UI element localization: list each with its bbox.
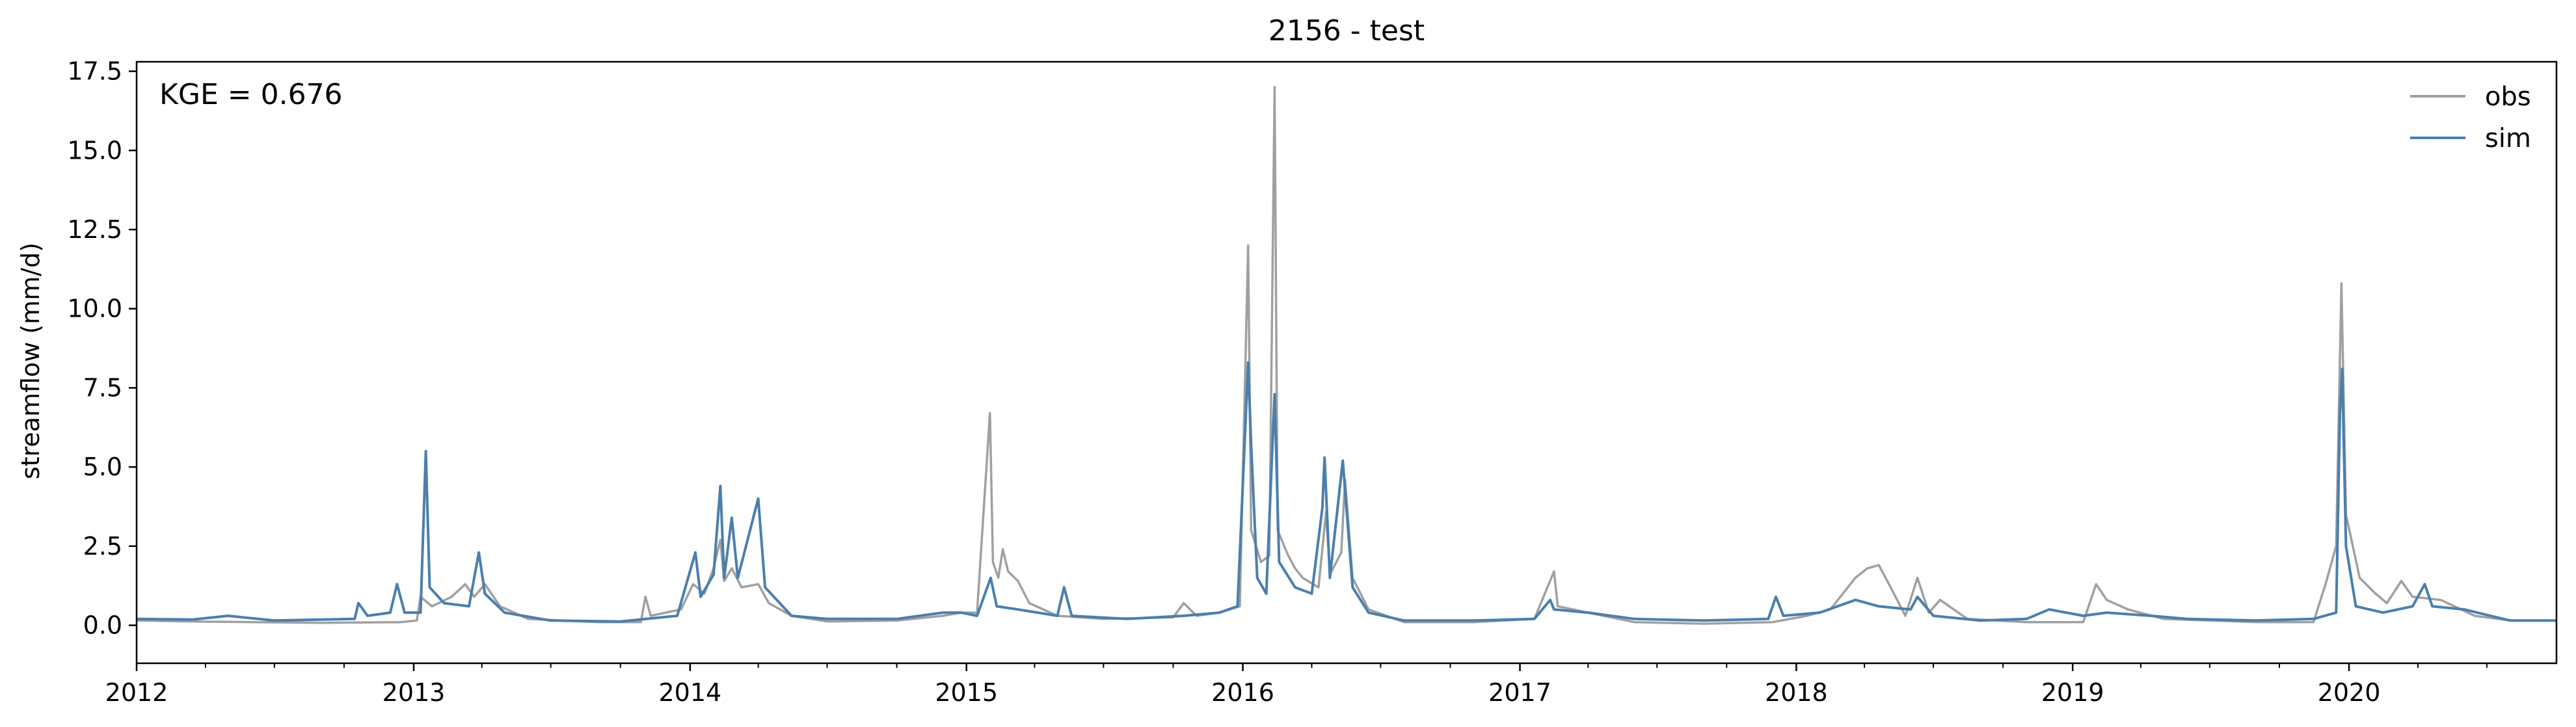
chart-title: 2156 - test [1268, 14, 1425, 47]
x-tick-label: 2014 [658, 678, 721, 707]
x-tick-label: 2012 [105, 678, 168, 707]
y-tick-label: 12.5 [67, 215, 122, 244]
x-tick-label: 2020 [2318, 678, 2381, 707]
y-tick-label: 15.0 [67, 136, 122, 165]
x-axis-ticks: 2012 2013 2014 2015 2016 2017 2018 2019 2020 [105, 663, 2381, 707]
x-tick-label: 2018 [1765, 678, 1828, 707]
x-tick-label: 2017 [1488, 678, 1551, 707]
series-layer [137, 86, 2556, 625]
y-axis-ticks: 0.0 2.5 5.0 7.5 10.0 12.5 15.0 17.5 [67, 57, 137, 640]
kge-annotation: KGE = 0.676 [159, 78, 343, 111]
y-tick-label: 7.5 [83, 373, 122, 402]
x-tick-label: 2015 [935, 678, 998, 707]
y-axis-label: streamflow (mm/d) [16, 243, 45, 479]
x-tick-label: 2013 [382, 678, 446, 707]
series-line-obs [137, 86, 2556, 625]
y-tick-label: 10.0 [67, 295, 122, 323]
plot-frame [135, 60, 2558, 665]
series-line-sim [137, 361, 2556, 623]
y-tick-label: 0.0 [83, 611, 122, 640]
y-tick-label: 5.0 [83, 453, 122, 481]
legend-label-sim: sim [2485, 124, 2531, 153]
y-tick-label: 17.5 [67, 57, 122, 86]
legend-label-obs: obs [2485, 82, 2531, 112]
y-tick-label: 2.5 [83, 532, 122, 561]
x-tick-label: 2016 [1211, 678, 1274, 707]
x-tick-label: 2019 [2041, 678, 2104, 707]
legend: obs sim [2410, 82, 2531, 153]
